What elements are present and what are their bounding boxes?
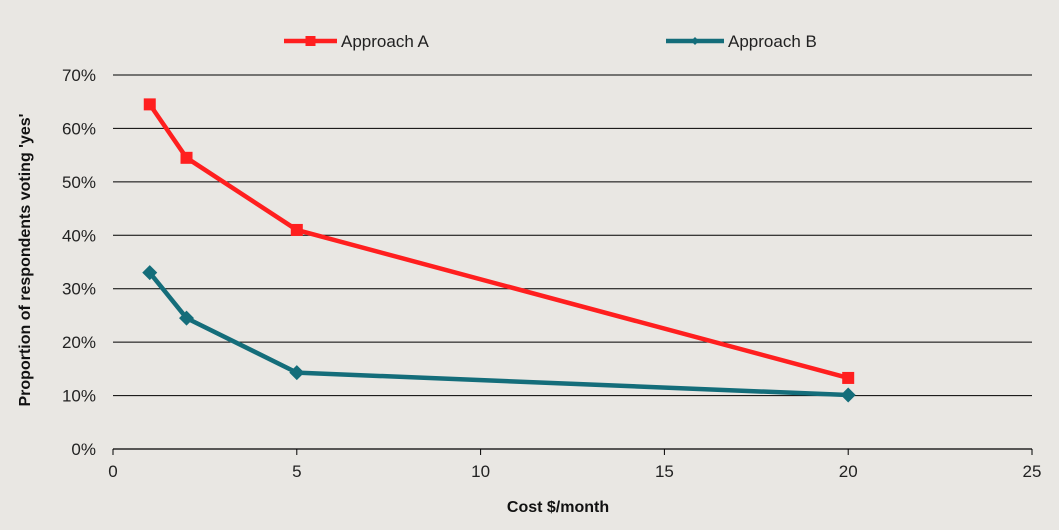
series-plot-area (142, 98, 856, 403)
axes: 0% 10% 20% 30% 40% 50% 60% 70% 0 5 10 15 20 25 (62, 66, 1041, 481)
y-tick-label: 50% (62, 173, 96, 192)
legend-item: Approach B (666, 32, 817, 51)
data-point (143, 98, 156, 111)
y-tick-label: 40% (62, 226, 96, 245)
y-tick-label: 20% (62, 333, 96, 352)
x-tick-label: 0 (108, 462, 117, 481)
series-approach-a (143, 98, 855, 384)
y-tick-label: 10% (62, 387, 96, 406)
legend-label: Approach B (728, 32, 817, 51)
data-point (180, 151, 193, 164)
legend-marker (305, 36, 316, 46)
series-line (148, 271, 849, 398)
legend: Approach A Approach B (284, 32, 817, 51)
legend-marker (691, 37, 699, 45)
y-axis-title: Proportion of respondents voting 'yes' (17, 114, 34, 407)
series-approach-b (142, 265, 856, 403)
data-point (289, 365, 305, 381)
x-tick-label: 10 (471, 462, 490, 481)
legend-item: Approach A (284, 32, 430, 51)
data-point (840, 387, 856, 403)
data-point (142, 265, 158, 281)
x-tick-label: 15 (655, 462, 674, 481)
y-tick-label: 70% (62, 66, 96, 85)
data-point (842, 371, 855, 384)
grid-lines (113, 74, 1032, 397)
x-tick-label: 25 (1023, 462, 1042, 481)
series-line (147, 103, 849, 381)
y-tick-label: 30% (62, 280, 96, 299)
x-tick-label: 20 (839, 462, 858, 481)
y-tick-label: 0% (71, 440, 96, 459)
x-tick-label: 5 (292, 462, 301, 481)
legend-label: Approach A (341, 32, 430, 51)
y-tick-label: 60% (62, 119, 96, 138)
data-point (290, 223, 303, 236)
data-point (179, 310, 195, 326)
x-axis-title: Cost $/month (507, 499, 609, 516)
